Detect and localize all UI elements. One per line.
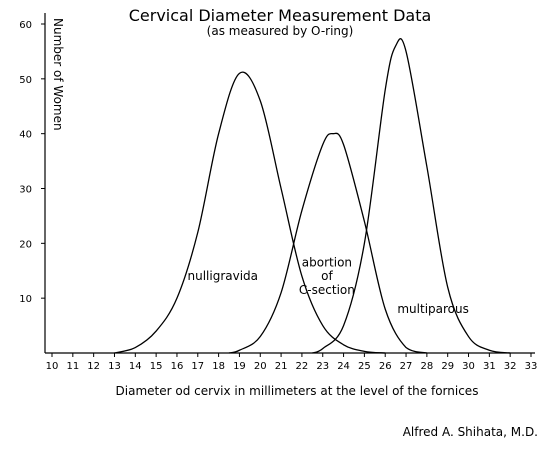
x-tick-label: 19 xyxy=(233,361,246,372)
y-axis-label: Number of Women xyxy=(51,18,65,131)
x-tick-label: 20 xyxy=(254,361,267,372)
y-tick-label: 10 xyxy=(19,294,32,305)
x-tick-label: 11 xyxy=(66,361,79,372)
x-tick-label: 16 xyxy=(171,361,184,372)
x-tick-label: 28 xyxy=(421,361,434,372)
x-tick-label: 15 xyxy=(150,361,163,372)
x-tick-label: 12 xyxy=(87,361,100,372)
x-tick-label: 14 xyxy=(129,361,142,372)
x-tick-label: 10 xyxy=(46,361,59,372)
x-tick-label: 33 xyxy=(525,361,538,372)
x-tick-label: 23 xyxy=(316,361,329,372)
curve-annotation: C-section xyxy=(299,283,355,297)
abortion-c-section-curve xyxy=(228,132,428,354)
x-axis-label: Diameter od cervix in millimeters at the… xyxy=(116,384,479,398)
y-tick-label: 30 xyxy=(19,185,32,196)
series-layer xyxy=(114,38,511,354)
y-tick-label: 60 xyxy=(19,20,32,31)
y-tick-label: 50 xyxy=(19,75,32,86)
x-tick-label: 13 xyxy=(108,361,121,372)
x-tick-label: 18 xyxy=(212,361,225,372)
author-credit: Alfred A. Shihata, M.D. xyxy=(403,425,538,439)
y-tick-label: 20 xyxy=(19,239,32,250)
x-tick-label: 17 xyxy=(191,361,204,372)
chart-subtitle: (as measured by O-ring) xyxy=(207,24,354,38)
nulligravida-curve xyxy=(114,71,386,354)
y-axis-ticks: 10 20 30 40 50 60 xyxy=(19,20,45,305)
chart-title: Cervical Diameter Measurement Data xyxy=(129,6,432,25)
curve-annotation: abortion xyxy=(302,255,352,269)
x-tick-label: 26 xyxy=(379,361,392,372)
x-tick-label: 31 xyxy=(483,361,496,372)
x-tick-label: 29 xyxy=(441,361,454,372)
x-tick-label: 22 xyxy=(296,361,309,372)
x-tick-label: 25 xyxy=(358,361,371,372)
x-axis-ticks: 10 11 12 13 14 15 16 17 18 19 20 21 22 23 24 25 26 27 28 29… xyxy=(46,353,538,372)
x-tick-label: 32 xyxy=(504,361,517,372)
curve-annotation: nulligravida xyxy=(188,269,259,283)
x-tick-label: 30 xyxy=(462,361,475,372)
multiparous-curve xyxy=(312,38,511,354)
x-tick-label: 27 xyxy=(400,361,413,372)
x-tick-label: 21 xyxy=(275,361,288,372)
curve-annotation: multiparous xyxy=(397,302,469,316)
curve-annotation: of xyxy=(321,269,333,283)
x-tick-label: 24 xyxy=(337,361,350,372)
y-tick-label: 40 xyxy=(19,130,32,141)
